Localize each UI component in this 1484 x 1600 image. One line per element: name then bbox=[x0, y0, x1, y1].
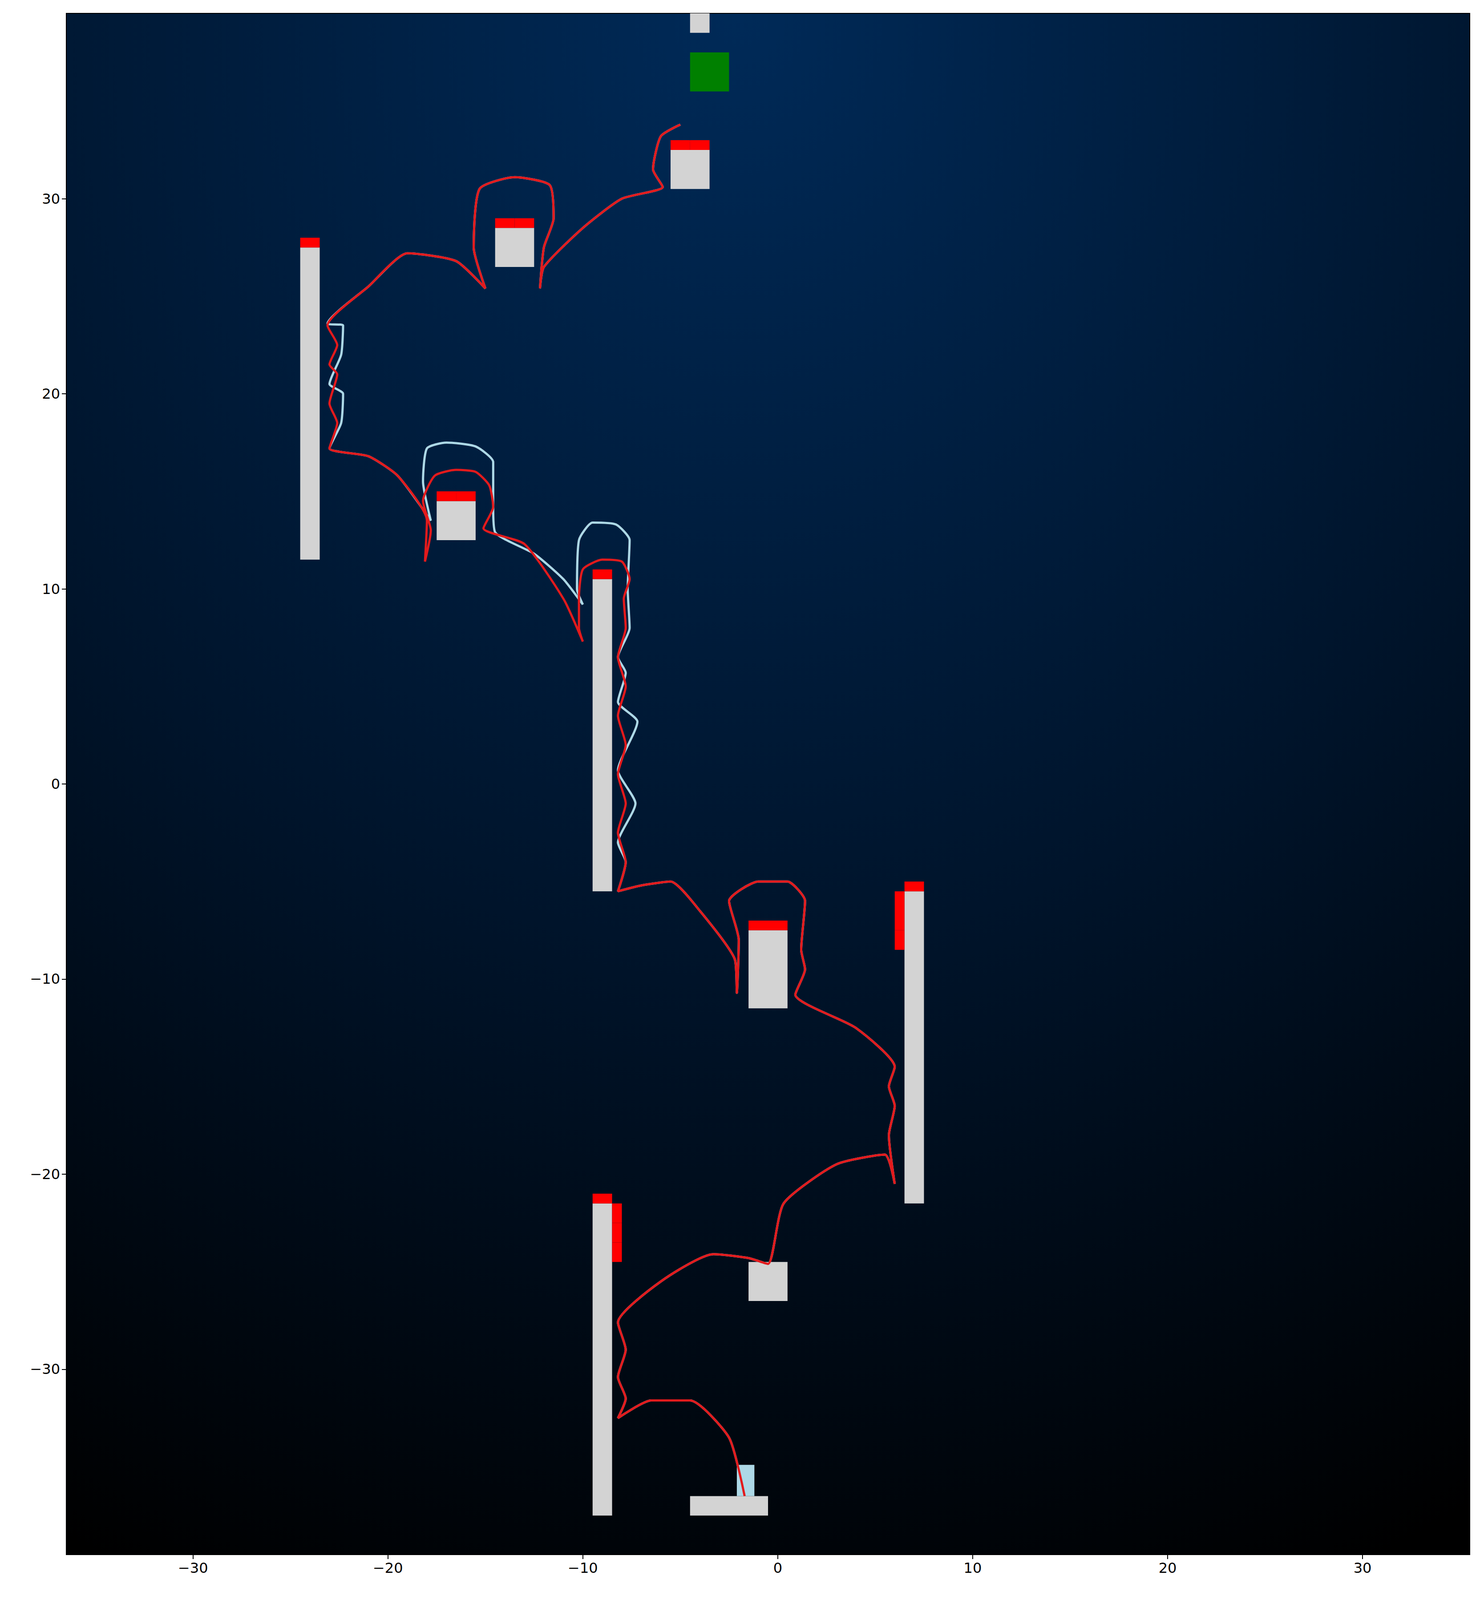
svg-text:30: 30 bbox=[41, 190, 61, 208]
svg-text:0: 0 bbox=[773, 1559, 783, 1577]
svg-text:−10: −10 bbox=[29, 970, 61, 988]
svg-text:30: 30 bbox=[1353, 1559, 1372, 1577]
svg-text:−30: −30 bbox=[29, 1360, 61, 1378]
svg-text:−30: −30 bbox=[177, 1559, 209, 1577]
svg-text:0: 0 bbox=[51, 775, 61, 793]
svg-text:20: 20 bbox=[1158, 1559, 1177, 1577]
svg-text:−20: −20 bbox=[372, 1559, 404, 1577]
svg-text:10: 10 bbox=[963, 1559, 983, 1577]
svg-text:−20: −20 bbox=[29, 1165, 61, 1183]
svg-text:20: 20 bbox=[41, 385, 61, 403]
svg-text:−10: −10 bbox=[567, 1559, 599, 1577]
svg-text:10: 10 bbox=[41, 580, 61, 598]
